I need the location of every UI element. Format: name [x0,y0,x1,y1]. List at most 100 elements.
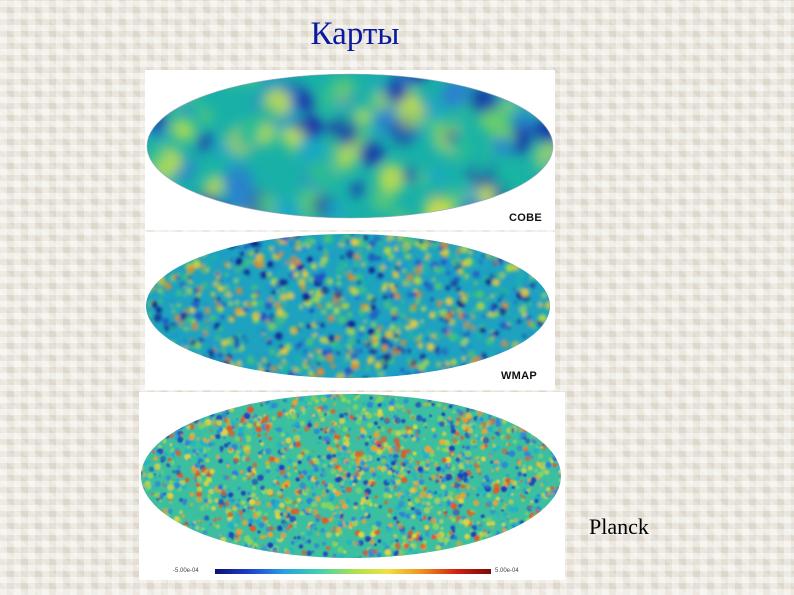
planck-texture-spot [171,426,175,430]
wmap-texture-spot [155,380,160,385]
planck-texture-spot [307,488,310,492]
planck-texture-spot [147,394,154,400]
planck-texture-spot [301,410,306,415]
planck-texture-spot [419,491,427,498]
wmap-texture-spot [283,234,290,236]
wmap-texture-spot [303,359,308,364]
planck-texture-spot [451,453,454,456]
wmap-texture-spot [357,348,364,354]
wmap-texture-spot [306,323,312,329]
planck-texture-spot [515,466,519,470]
planck-texture-spot [151,527,156,531]
planck-texture-spot [544,470,550,475]
wmap-texture-spot [293,271,300,278]
planck-texture-spot [156,452,160,456]
planck-texture-spot [344,452,347,456]
planck-texture-spot [143,400,148,405]
wmap-texture-spot [308,307,315,314]
wmap-texture-spot [524,255,530,261]
wmap-texture-spot [313,239,321,246]
planck-texture-spot [402,560,405,562]
planck-texture-spot [385,417,390,422]
planck-texture-spot [191,537,194,541]
planck-texture-spot [339,498,346,505]
planck-texture-spot [559,496,561,500]
wmap-texture-spot [215,271,220,277]
planck-texture-spot [227,537,233,544]
planck-texture-spot [311,455,316,459]
planck-texture-spot [283,559,289,562]
planck-texture-spot [331,417,336,422]
planck-texture-spot [225,461,230,465]
planck-texture-spot [492,425,499,432]
wmap-sky-map [146,234,555,388]
wmap-texture-spot [193,234,200,241]
planck-texture-spot [156,528,162,533]
planck-texture-spot [160,429,165,435]
planck-texture-spot [373,431,380,439]
planck-texture-spot [473,394,479,397]
planck-texture-spot [535,396,539,400]
wmap-texture-spot [353,261,359,267]
planck-texture-spot [531,514,537,520]
wmap-texture-spot [264,352,269,357]
planck-texture-spot [430,474,436,480]
planck-texture-spot [177,542,183,548]
wmap-texture-spot [477,234,485,237]
wmap-texture-spot [154,335,158,340]
wmap-texture-spot [159,383,164,388]
wmap-texture-spot [346,344,352,350]
planck-texture-spot [310,556,315,558]
planck-texture-spot [508,409,512,413]
wmap-texture-spot [151,349,158,355]
planck-texture-spot [481,482,486,488]
planck-texture-spot [161,532,164,535]
planck-texture-spot [547,491,552,496]
wmap-texture-spot [210,234,214,238]
planck-texture-spot [276,476,280,479]
planck-texture-spot [263,535,267,538]
planck-texture-spot [469,400,475,406]
planck-texture-spot [302,470,308,476]
planck-texture-spot [197,475,202,481]
planck-texture-spot [307,422,313,428]
planck-texture-spot [552,426,556,430]
wmap-texture-spot [425,241,431,247]
planck-texture-spot [434,394,439,395]
planck-texture-spot [299,474,304,479]
wmap-texture-spot [309,290,314,295]
planck-texture-spot [390,540,394,544]
planck-texture-spot [537,471,544,478]
planck-texture-spot [547,394,554,400]
planck-texture-spot [299,500,303,504]
planck-texture-spot [267,436,273,441]
wmap-texture-spot [219,380,226,387]
wmap-texture-spot [200,305,204,309]
planck-texture-spot [272,539,277,545]
planck-texture-spot [249,558,253,562]
planck-texture-spot [174,482,180,488]
wmap-texture-spot [426,342,435,351]
wmap-texture-spot [442,373,452,378]
planck-texture-spot [486,419,492,425]
planck-texture-spot [295,539,299,542]
planck-texture-spot [200,410,207,417]
wmap-texture-spot [425,303,433,310]
planck-texture-spot [298,396,305,403]
planck-texture-spot [558,532,561,537]
planck-texture-spot [277,535,282,540]
wmap-texture-spot [444,252,449,257]
wmap-texture-spot [393,246,399,252]
planck-texture-spot [175,469,181,475]
planck-texture-spot [459,394,465,397]
planck-texture-spot [207,442,213,447]
wmap-texture-spot [537,234,542,236]
wmap-texture-spot [550,297,555,304]
planck-texture-spot [163,409,171,416]
wmap-texture-spot [383,300,392,309]
planck-texture-spot [348,465,351,468]
wmap-texture-spot [187,242,193,249]
wmap-texture-spot [502,244,507,249]
planck-texture-spot [466,517,470,521]
planck-texture-spot [409,502,415,508]
